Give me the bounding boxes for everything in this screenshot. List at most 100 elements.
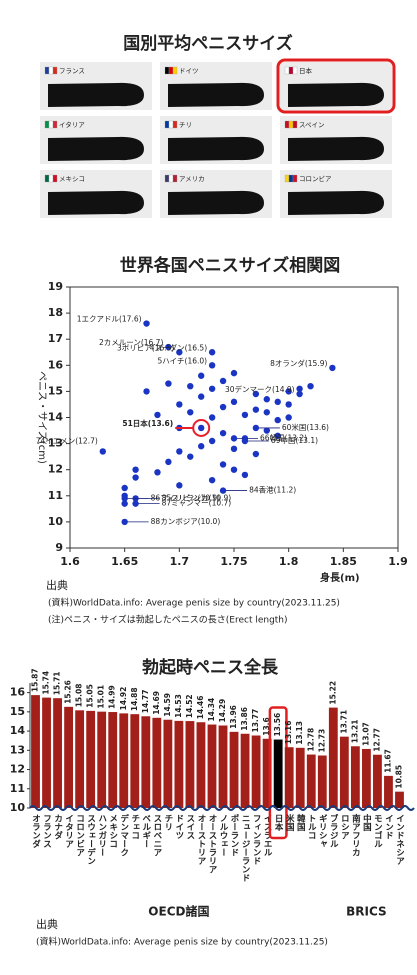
point [187,409,194,416]
bar [295,747,305,808]
value-label: 15.87 [31,668,40,692]
point [176,482,183,489]
y-tick-label: 16 [10,686,26,699]
value-label: 13.16 [284,720,293,744]
annotation: 60米国(13.6) [282,422,329,432]
annotation: 4スーダン(16.5) [150,342,207,352]
annotation: 86フィリピン(10.9) [151,493,221,502]
point [296,385,303,392]
point [219,377,227,385]
y-tick-label: 12 [10,763,25,776]
point [176,448,183,455]
point [143,388,150,395]
flag [52,174,58,183]
value-label: 15.08 [75,684,84,708]
silhouette [48,190,144,215]
annotation: 51日本(13.6) [122,418,173,428]
bar [317,755,327,808]
point [121,500,128,507]
value-label: 14.46 [196,695,205,719]
value-label: 13.21 [350,720,359,744]
point [165,458,172,466]
x-tick-label: ブラジル [328,813,338,848]
x-tick-label: ギリシャ [317,813,327,848]
bar-title: 勃起時ペニス全長 [142,657,279,678]
x-tick-label: 日本 [273,814,283,832]
flag [168,120,174,129]
bar [152,717,162,808]
gallery-title: 国別平均ペニスサイズ [123,33,293,54]
bar [395,791,404,808]
bar [284,747,294,808]
labeled-point [230,435,238,442]
bar [262,738,272,808]
point [274,398,281,406]
bar [306,754,316,808]
x-tick-label: トルコ [306,814,316,840]
flag [44,174,50,183]
value-label: 15.74 [42,671,51,695]
y-tick-label: 14 [10,724,26,737]
value-label: 11.67 [383,749,392,773]
flag [292,120,298,129]
point [208,437,216,445]
point [154,469,161,476]
y-tick-label: 19 [48,280,63,293]
flag [52,120,58,129]
silhouette [168,190,264,215]
value-label: 15.26 [64,680,73,704]
bar [174,720,184,808]
x-tick-label: オランダ [31,814,41,849]
group-label: OECD諸国 [148,904,209,919]
flag [48,66,54,75]
panel-label: アメリカ [179,175,205,183]
silhouette [288,190,384,215]
point [241,411,249,419]
labeled-point [143,320,150,327]
value-label: 13.07 [361,722,370,746]
x-tick-label: コロンビア [75,814,85,857]
x-tick-label: 中国 [361,813,371,832]
bar [328,707,338,808]
point [230,466,238,473]
point [176,401,183,408]
value-label: 13.71 [339,710,348,734]
labeled-point [198,424,205,432]
x-tick-label: インド [383,814,393,840]
annotation: 8オランダ(15.9) [270,358,327,368]
labeled-point [132,500,139,507]
x-tick-label: オーストリア [196,814,206,865]
x-tick-label: 1.9 [388,555,408,568]
point [132,474,139,481]
panel-label: コロンビア [299,174,332,183]
point [198,372,205,379]
flag [164,66,170,75]
y-tick-label: 12 [48,463,63,476]
x-tick-label: チリ [163,814,173,831]
y-tick-label: 10 [10,801,26,814]
labeled-point [208,349,216,356]
labeled-point [121,518,128,526]
silhouette [288,82,384,107]
y-tick-label: 15 [48,384,63,397]
bar [218,725,228,808]
value-label: 14.92 [119,687,128,711]
value-label: 14.99 [108,685,117,709]
x-tick-label: 南アフリカ [350,813,360,856]
value-label: 14.69 [152,691,161,715]
silhouette [48,136,144,161]
panel-label: フランス [59,67,85,75]
x-tick-label: モンゴル [372,814,382,848]
point [208,476,216,484]
flag [48,120,54,129]
bar [42,697,51,808]
source: (資料)WorldData.info: Average penis size b… [36,936,328,948]
bar [64,706,74,808]
point [187,382,194,390]
x-tick-label: オーストラリア [207,814,217,874]
panel-label: スペイン [299,121,325,129]
point [274,432,281,439]
bar [240,733,250,808]
source: (資料)WorldData.info: Average penis size b… [48,597,340,609]
value-label: 15.22 [328,681,337,705]
